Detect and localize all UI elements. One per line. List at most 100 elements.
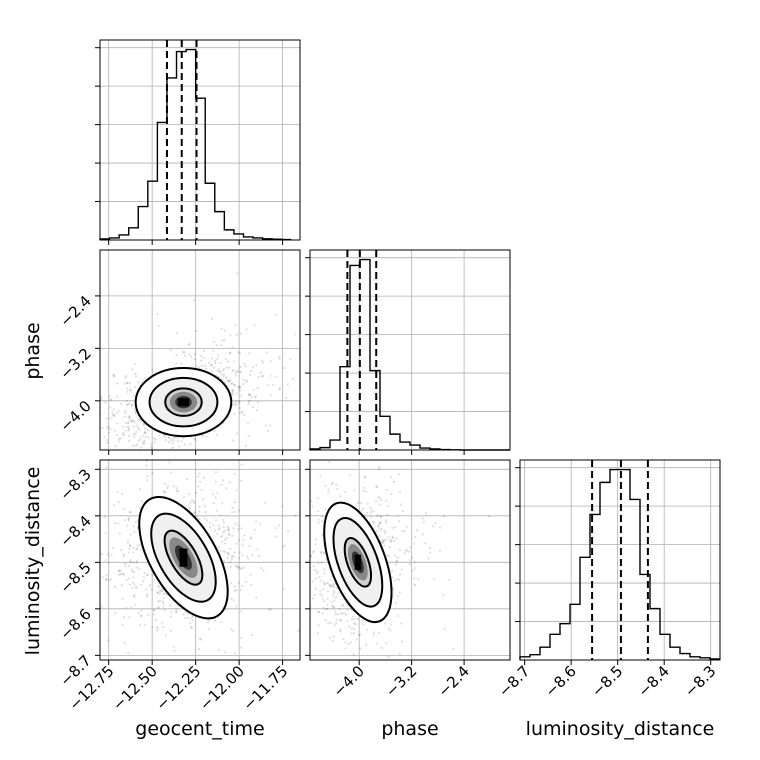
pair-geocent-time-vs-phase-scatter-point [156,312,159,315]
pair-geocent-time-vs-phase-scatter-point [303,369,305,371]
pair-geocent-time-vs-luminosity-distance-scatter-point [105,574,108,577]
pair-geocent-time-vs-luminosity-distance-scatter-point [140,615,143,618]
pair-geocent-time-vs-luminosity-distance-scatter-point [247,557,250,560]
pair-geocent-time-vs-phase-scatter-point [235,392,238,395]
pair-phase-vs-luminosity-distance-scatter-point [370,515,373,519]
pair-phase-vs-luminosity-distance-scatter-point [375,514,378,518]
hist-frame-phase [309,249,511,451]
pair-geocent-time-vs-phase-scatter-point [112,414,115,418]
pair-geocent-time-vs-phase-scatter-point [113,374,116,377]
pair-phase-vs-luminosity-distance-scatter-point [290,510,292,512]
pair-geocent-time-vs-phase-scatter-point [251,405,255,408]
pair-geocent-time-vs-luminosity-distance-scatter-point [16,572,18,574]
pair-phase-vs-luminosity-distance-scatter-point [442,594,445,597]
pair-geocent-time-vs-luminosity-distance-scatter-point [260,566,263,570]
pair-phase-vs-luminosity-distance-scatter-point [324,607,328,611]
pair-geocent-time-vs-luminosity-distance-scatter-point [164,592,167,595]
pair-phase-vs-luminosity-distance-scatter-point [487,515,491,518]
pair-geocent-time-vs-phase-scatter-point [238,400,241,403]
pair-geocent-time-vs-phase-scatter-point [114,445,117,448]
pair-geocent-time-vs-luminosity-distance-scatter-point [198,436,200,438]
pair-geocent-time-vs-luminosity-distance-scatter-point [120,548,123,551]
pair-phase-vs-luminosity-distance-scatter-point [323,551,326,554]
pair-geocent-time-vs-phase-scatter-point [193,357,196,361]
pair-geocent-time-vs-luminosity-distance-scatter-point [242,566,246,569]
pair-phase-vs-luminosity-distance-scatter-point [397,520,401,523]
pair-geocent-time-vs-phase-scatter-point [227,379,231,382]
pair-geocent-time-vs-luminosity-distance-scatter-point [172,484,176,488]
pair-geocent-time-vs-luminosity-distance-scatter-point [251,554,254,557]
pair-phase-vs-luminosity-distance-scatter-point [427,557,430,560]
pair-geocent-time-vs-luminosity-distance-scatter-point [248,544,251,548]
pair-geocent-time-vs-luminosity-distance-scatter-point [135,559,139,563]
pair-geocent-time-vs-luminosity-distance-scatter-point [117,501,121,504]
pair-geocent-time-vs-phase-scatter-point [284,396,287,400]
pair-geocent-time-vs-luminosity-distance-scatter-point [142,579,145,583]
pair-geocent-time-vs-phase-scatter-point [171,442,174,445]
pair-geocent-time-vs-luminosity-distance-scatter-point [189,501,192,504]
pair-geocent-time-vs-luminosity-distance-scatter-point [220,540,224,543]
pair-phase-vs-luminosity-distance-scatter-point [332,635,335,638]
pair-phase-vs-luminosity-distance-scatter-point [343,612,346,615]
pair-geocent-time-vs-luminosity-distance-scatter-point [80,539,82,541]
pair-geocent-time-vs-phase-scatter-point [164,436,167,439]
pair-geocent-time-vs-phase-scatter-point [239,371,242,374]
pair-geocent-time-vs-luminosity-distance-contour-line [138,495,229,620]
pair-geocent-time-vs-phase-scatter-point [110,474,112,476]
pair-geocent-time-vs-luminosity-distance-scatter-point [160,681,162,683]
pair-geocent-time-vs-luminosity-distance-scatter-point [138,567,141,570]
pair-geocent-time-vs-phase-scatter-point [286,383,289,386]
pair-phase-vs-luminosity-distance-scatter-point [317,497,320,500]
pair-phase-vs-luminosity-distance-scatter-point [320,550,323,553]
pair-geocent-time-vs-phase-scatter-point [255,395,258,398]
pair-geocent-time-vs-luminosity-distance-scatter-point [92,517,94,519]
pair-geocent-time-vs-luminosity-distance-scatter-point [214,480,217,483]
pair-phase-vs-luminosity-distance-scatter-point [317,624,320,627]
pair-geocent-time-vs-phase-scatter-point [129,418,132,421]
pair-geocent-time-vs-phase-scatter-point [231,391,234,395]
pair-phase-vs-luminosity-distance-scatter-point [376,452,378,454]
pair-geocent-time-vs-phase-scatter-point [132,432,135,436]
pair-phase-vs-luminosity-distance-scatter-point [339,628,342,631]
pair-geocent-time-vs-luminosity-distance-scatter-point [158,585,161,589]
pair-phase-vs-luminosity-distance-scatter-point [391,535,394,539]
pair-geocent-time-vs-luminosity-distance-scatter-point [139,548,142,551]
pair-geocent-time-vs-phase-scatter-point [195,365,199,368]
pair-phase-vs-luminosity-distance-scatter-point [404,549,407,552]
pair-geocent-time-vs-luminosity-distance-scatter-point [214,519,218,522]
pair-geocent-time-vs-luminosity-distance-scatter-point [140,609,143,612]
pair-geocent-time-vs-luminosity-distance-scatter-point [108,555,111,558]
pair-phase-vs-luminosity-distance-scatter-point [398,573,402,576]
pair-phase-vs-luminosity-distance-scatter-point [334,610,337,613]
pair-geocent-time-vs-phase-scatter-point [219,362,222,365]
pair-geocent-time-vs-phase-scatter-point [221,339,224,342]
pair-geocent-time-vs-luminosity-distance-scatter-point [123,508,126,511]
pair-geocent-time-vs-luminosity-distance-scatter-point [199,480,202,483]
pair-geocent-time-vs-phase-scatter-point [111,413,115,416]
hist-frame-luminosity-distance [519,459,721,661]
pair-geocent-time-vs-luminosity-distance-scatter-point [232,527,235,530]
pair-geocent-time-vs-luminosity-distance-scatter-point [228,533,231,536]
pair-geocent-time-vs-phase-scatter-point [137,417,140,421]
pair-phase-vs-luminosity-distance-scatter-point [388,545,391,549]
pair-phase-vs-luminosity-distance-scatter-point [339,495,342,498]
pair-geocent-time-vs-luminosity-distance-scatter-point [239,588,243,591]
pair-geocent-time-vs-phase-scatter-point [170,447,173,450]
pair-geocent-time-vs-luminosity-distance-scatter-point [161,621,164,624]
pair-phase-vs-luminosity-distance-scatter-point [321,533,324,536]
pair-geocent-time-vs-luminosity-distance-scatter-point [233,551,237,554]
pair-geocent-time-vs-phase-scatter-point [79,451,81,453]
pair-geocent-time-vs-luminosity-distance-scatter-point [114,521,117,525]
pair-geocent-time-vs-luminosity-distance-scatter-point [112,547,115,550]
pair-geocent-time-vs-luminosity-distance-ytick-label: −8.4 [56,512,94,550]
pair-geocent-time-vs-luminosity-distance-scatter-point [143,623,146,626]
pair-geocent-time-vs-luminosity-distance-scatter-point [249,536,253,540]
pair-geocent-time-vs-phase-scatter-point [218,370,221,373]
pair-phase-vs-luminosity-distance-scatter-point [391,526,394,529]
pair-geocent-time-vs-phase-scatter-point [171,481,173,483]
pair-geocent-time-vs-phase-scatter-point [176,436,179,439]
pair-phase-vs-luminosity-distance-scatter-point [382,539,385,542]
pair-geocent-time-vs-luminosity-distance-scatter-point [197,648,201,651]
pair-phase-vs-luminosity-distance-scatter-point [352,618,355,621]
pair-geocent-time-vs-luminosity-distance-scatter-point [155,619,158,622]
